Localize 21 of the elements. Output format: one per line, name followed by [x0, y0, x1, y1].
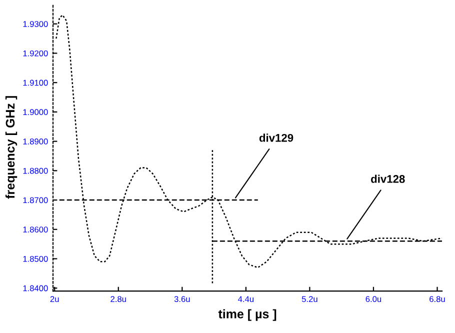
y-axis-title: frequency [ GHz ] — [5, 96, 18, 199]
y-tick-label: 1.8700 — [23, 197, 48, 204]
y-tick-label: 1.8800 — [23, 168, 48, 174]
y-tick-label: 1.9000 — [23, 109, 48, 116]
x-tick-label: 6.0u — [366, 296, 382, 302]
x-tick-label: 6.8u — [430, 296, 445, 302]
y-tick-label: 1.8500 — [23, 256, 48, 262]
annotation: div129 — [259, 134, 294, 142]
y-tick-label: 1.8900 — [23, 138, 48, 144]
x-tick-label: 2u — [50, 296, 59, 302]
x-axis-title: time [ µs ] — [218, 309, 276, 321]
y-tick-label: 1.9100 — [23, 80, 48, 86]
y-tick-label: 1.9200 — [23, 50, 48, 56]
annotation: div128 — [371, 174, 405, 183]
x-tick-label: 4.4u — [238, 296, 254, 302]
x-tick-label: 3.6u — [174, 296, 190, 302]
x-tick-label: 5.2u — [302, 296, 318, 302]
x-tick-label: 2.8u — [110, 296, 126, 302]
y-tick-label: 1.8400 — [23, 285, 48, 292]
y-tick-label: 1.8600 — [23, 226, 48, 232]
y-tick-label: 1.9300 — [23, 21, 48, 27]
